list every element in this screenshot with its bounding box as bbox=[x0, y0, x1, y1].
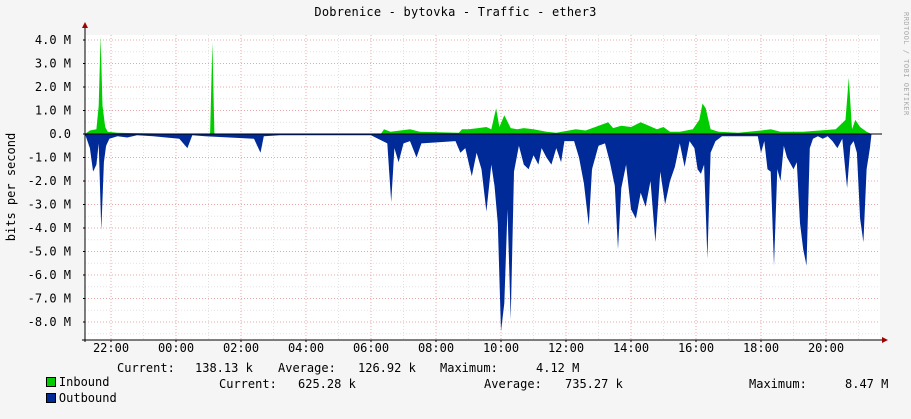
legend-inbound-average: 126.92 k bbox=[358, 361, 416, 375]
y-tick-label: 1.0 M bbox=[35, 104, 71, 118]
chart-title: Dobrenice - bytovka - Traffic - ether3 bbox=[314, 5, 597, 19]
legend-outbound-name: Outbound bbox=[58, 391, 117, 405]
x-tick-label: 16:00 bbox=[678, 341, 714, 355]
y-tick-label: -2.0 M bbox=[28, 174, 71, 188]
legend-inbound: Inbound bbox=[17, 361, 109, 403]
x-tick-label: 18:00 bbox=[743, 341, 779, 355]
x-tick-label: 00:00 bbox=[158, 341, 194, 355]
y-tick-label: 0.0 bbox=[49, 127, 71, 141]
legend-outbound-maximum: 8.47 M bbox=[845, 377, 889, 391]
chart-stage: Dobrenice - bytovka - Traffic - ether3 R… bbox=[4, 5, 910, 405]
legend-outbound: Outbound bbox=[17, 377, 117, 419]
y-axis-label: bits per second bbox=[4, 133, 18, 241]
legend-inbound-maximum-label: Maximum: bbox=[440, 361, 498, 375]
legend-outbound-maximum-label: Maximum: bbox=[749, 377, 807, 391]
x-tick-label: 10:00 bbox=[483, 341, 519, 355]
x-axis-arrow bbox=[882, 337, 888, 343]
series-area-outbound bbox=[85, 134, 872, 332]
grid bbox=[85, 35, 880, 340]
x-tick-label: 06:00 bbox=[353, 341, 389, 355]
x-tick-label: 04:00 bbox=[288, 341, 324, 355]
rrdtool-watermark: RRDTOOL / TOBI OETIKER bbox=[902, 12, 910, 116]
x-tick-label: 14:00 bbox=[613, 341, 649, 355]
y-tick-label: 3.0 M bbox=[35, 57, 71, 71]
inbound-swatch bbox=[45, 377, 56, 387]
x-tick-label: 08:00 bbox=[418, 341, 454, 355]
x-tick-label: 12:00 bbox=[548, 341, 584, 355]
legend-outbound-current-label: Current: bbox=[219, 377, 277, 391]
x-tick-label: 20:00 bbox=[808, 341, 844, 355]
y-tick-label: -5.0 M bbox=[28, 245, 71, 259]
legend-outbound-average: 735.27 k bbox=[565, 377, 623, 391]
y-axis-arrow bbox=[82, 22, 88, 28]
axes bbox=[82, 22, 888, 343]
y-tick-labels: 4.0 M 3.0 M 2.0 M 1.0 M 0.0 -1.0 M -2.0 M -3.0 … bbox=[28, 33, 85, 329]
x-tick-label: 02:00 bbox=[223, 341, 259, 355]
legend-inbound-name: Inbound bbox=[58, 375, 110, 389]
y-tick-label: -4.0 M bbox=[28, 221, 71, 235]
traffic-chart: 4.0 M 3.0 M 2.0 M 1.0 M 0.0 -1.0 M -2.0 M -3.0 … bbox=[4, 22, 888, 355]
legend-inbound-average-label: Average: bbox=[278, 361, 336, 375]
y-tick-label: 2.0 M bbox=[35, 80, 71, 94]
y-tick-label: -1.0 M bbox=[28, 151, 71, 165]
y-tick-label: -6.0 M bbox=[28, 268, 71, 282]
legend-inbound-current: 138.13 k bbox=[195, 361, 253, 375]
y-tick-label: -3.0 M bbox=[28, 198, 71, 212]
y-tick-label: -8.0 M bbox=[28, 315, 71, 329]
legend-inbound-current-label: Current: bbox=[117, 361, 175, 375]
legend-inbound-maximum: 4.12 M bbox=[536, 361, 580, 375]
y-tick-label: -7.0 M bbox=[28, 292, 71, 306]
legend-outbound-current: 625.28 k bbox=[298, 377, 356, 391]
outbound-swatch bbox=[45, 393, 56, 403]
plot-background bbox=[85, 35, 880, 340]
y-tick-label: 4.0 M bbox=[35, 33, 71, 47]
x-tick-label: 22:00 bbox=[93, 341, 129, 355]
legend-outbound-average-label: Average: bbox=[484, 377, 542, 391]
series-areas bbox=[85, 36, 872, 332]
x-tick-labels: 22:00 00:00 02:00 04:00 06:00 08:00 10:00 12:00… bbox=[93, 340, 844, 355]
